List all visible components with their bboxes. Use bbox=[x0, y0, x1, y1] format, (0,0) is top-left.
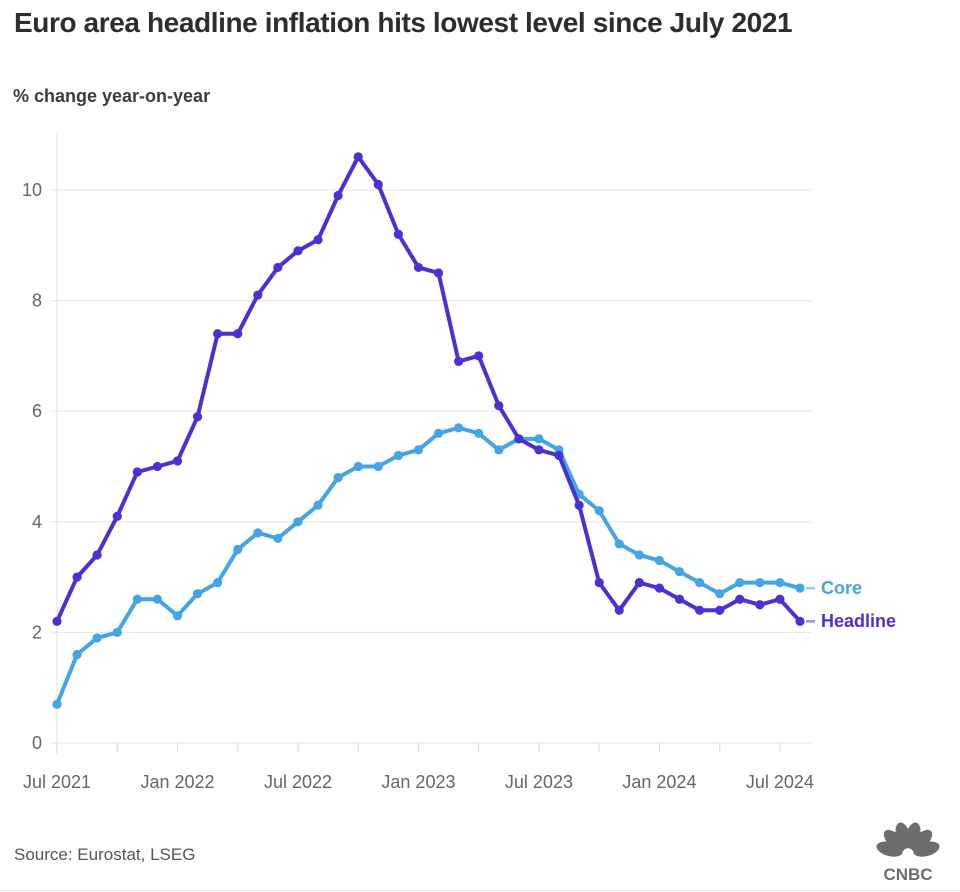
data-point-headline bbox=[253, 290, 263, 300]
data-point-headline bbox=[333, 190, 343, 201]
data-point-core bbox=[614, 539, 624, 549]
data-point-core bbox=[273, 533, 283, 543]
series-line-headline bbox=[55, 154, 802, 624]
line-chart: 0 2 4 6 8 10 Jul 2021 Jan 2022 Jul 2022 Jan 2023 J… bbox=[22, 133, 815, 792]
data-point-headline bbox=[112, 511, 122, 521]
data-point-core bbox=[293, 517, 303, 527]
cnbc-logo: CNBC bbox=[876, 822, 940, 884]
data-point-headline bbox=[594, 578, 604, 588]
source-note: Source: Eurostat, LSEG bbox=[14, 845, 196, 864]
y-axis-tick-label: 6 bbox=[32, 401, 42, 421]
y-axis-tick-label: 2 bbox=[32, 622, 42, 642]
data-point-headline bbox=[273, 262, 283, 273]
data-point-headline bbox=[474, 351, 484, 361]
data-point-core bbox=[373, 461, 383, 472]
data-point-headline bbox=[755, 600, 765, 610]
data-point-core bbox=[534, 434, 544, 444]
x-axis-tick-label: Jan 2024 bbox=[622, 772, 696, 792]
chart-area: 0 2 4 6 8 10 Jul 2021 Jan 2022 Jul 2022 Jan 2023 J… bbox=[0, 118, 960, 818]
data-point-headline bbox=[132, 467, 142, 477]
data-point-core bbox=[474, 428, 484, 438]
data-point-headline bbox=[373, 179, 383, 190]
x-axis-tick-label: Jul 2023 bbox=[505, 772, 573, 792]
data-point-core bbox=[132, 594, 142, 604]
data-point-headline bbox=[152, 461, 163, 472]
x-axis-tick-label: Jul 2021 bbox=[23, 772, 91, 792]
data-point-headline bbox=[233, 329, 243, 339]
data-point-headline bbox=[433, 268, 444, 278]
y-axis-tick-label: 10 bbox=[22, 180, 42, 200]
data-point-headline bbox=[674, 594, 685, 604]
y-axis-tick-label: 0 bbox=[32, 733, 42, 753]
data-point-core bbox=[674, 566, 685, 577]
data-point-core bbox=[454, 423, 464, 433]
data-point-headline bbox=[454, 356, 464, 367]
data-point-headline bbox=[172, 456, 183, 466]
legend-headline-label: Headline bbox=[821, 611, 897, 632]
data-point-core bbox=[112, 627, 122, 637]
data-point-headline bbox=[72, 572, 82, 582]
data-point-core bbox=[413, 445, 424, 455]
data-point-headline bbox=[735, 594, 745, 604]
page-title: Euro area headline inflation hits lowest… bbox=[14, 7, 793, 38]
bottom-divider bbox=[0, 890, 960, 891]
data-point-core bbox=[715, 589, 725, 599]
data-point-core bbox=[213, 578, 223, 588]
data-point-core bbox=[313, 500, 323, 510]
data-point-headline bbox=[554, 450, 564, 461]
x-axis-tick-label: Jan 2023 bbox=[381, 772, 455, 792]
data-point-headline bbox=[213, 329, 223, 339]
data-point-headline bbox=[634, 578, 644, 588]
data-point-core bbox=[253, 528, 263, 538]
data-point-core bbox=[333, 472, 343, 483]
data-point-core bbox=[92, 633, 102, 643]
data-point-headline bbox=[353, 152, 363, 162]
data-point-core bbox=[233, 544, 243, 555]
data-point-headline bbox=[574, 500, 584, 510]
x-axis-tick-label: Jul 2022 bbox=[264, 772, 332, 792]
data-point-core bbox=[494, 445, 504, 455]
cnbc-logo-text: CNBC bbox=[883, 865, 932, 884]
data-point-core bbox=[775, 578, 785, 588]
legend-core-label: Core bbox=[821, 578, 863, 599]
data-point-core bbox=[152, 594, 163, 604]
chart-subtitle: % change year-on-year bbox=[13, 86, 211, 106]
data-point-headline bbox=[92, 550, 102, 560]
data-point-core bbox=[433, 428, 444, 438]
data-point-headline bbox=[514, 434, 524, 444]
data-point-core bbox=[353, 461, 363, 472]
data-point-headline bbox=[192, 412, 203, 422]
data-point-headline bbox=[494, 401, 504, 411]
data-point-headline bbox=[393, 229, 403, 239]
data-point-headline bbox=[795, 616, 805, 626]
data-point-core bbox=[755, 578, 765, 588]
data-point-headline bbox=[614, 605, 624, 615]
data-point-headline bbox=[775, 594, 785, 604]
x-axis-tick-label: Jul 2024 bbox=[746, 772, 814, 792]
data-point-core bbox=[172, 611, 183, 621]
data-point-headline bbox=[534, 445, 544, 455]
series-line-core bbox=[55, 425, 802, 707]
data-point-headline bbox=[715, 605, 725, 615]
data-point-core bbox=[795, 583, 805, 593]
data-point-headline bbox=[313, 235, 323, 245]
data-point-headline bbox=[654, 583, 665, 593]
data-point-core bbox=[694, 578, 705, 588]
data-point-core bbox=[634, 550, 644, 560]
data-point-headline bbox=[52, 616, 62, 626]
data-point-core bbox=[393, 450, 403, 461]
data-point-core bbox=[594, 506, 604, 516]
data-point-core bbox=[735, 578, 745, 588]
data-point-headline bbox=[413, 262, 424, 273]
y-axis-tick-label: 4 bbox=[32, 512, 42, 532]
data-point-core bbox=[72, 649, 82, 660]
data-point-core bbox=[654, 555, 665, 566]
x-axis-tick-label: Jan 2022 bbox=[140, 772, 214, 792]
data-point-core bbox=[192, 589, 203, 599]
data-point-headline bbox=[293, 246, 303, 256]
y-axis-tick-label: 8 bbox=[32, 291, 42, 311]
data-point-headline bbox=[694, 605, 705, 615]
data-point-core bbox=[52, 699, 62, 709]
peacock-icon bbox=[876, 822, 940, 857]
